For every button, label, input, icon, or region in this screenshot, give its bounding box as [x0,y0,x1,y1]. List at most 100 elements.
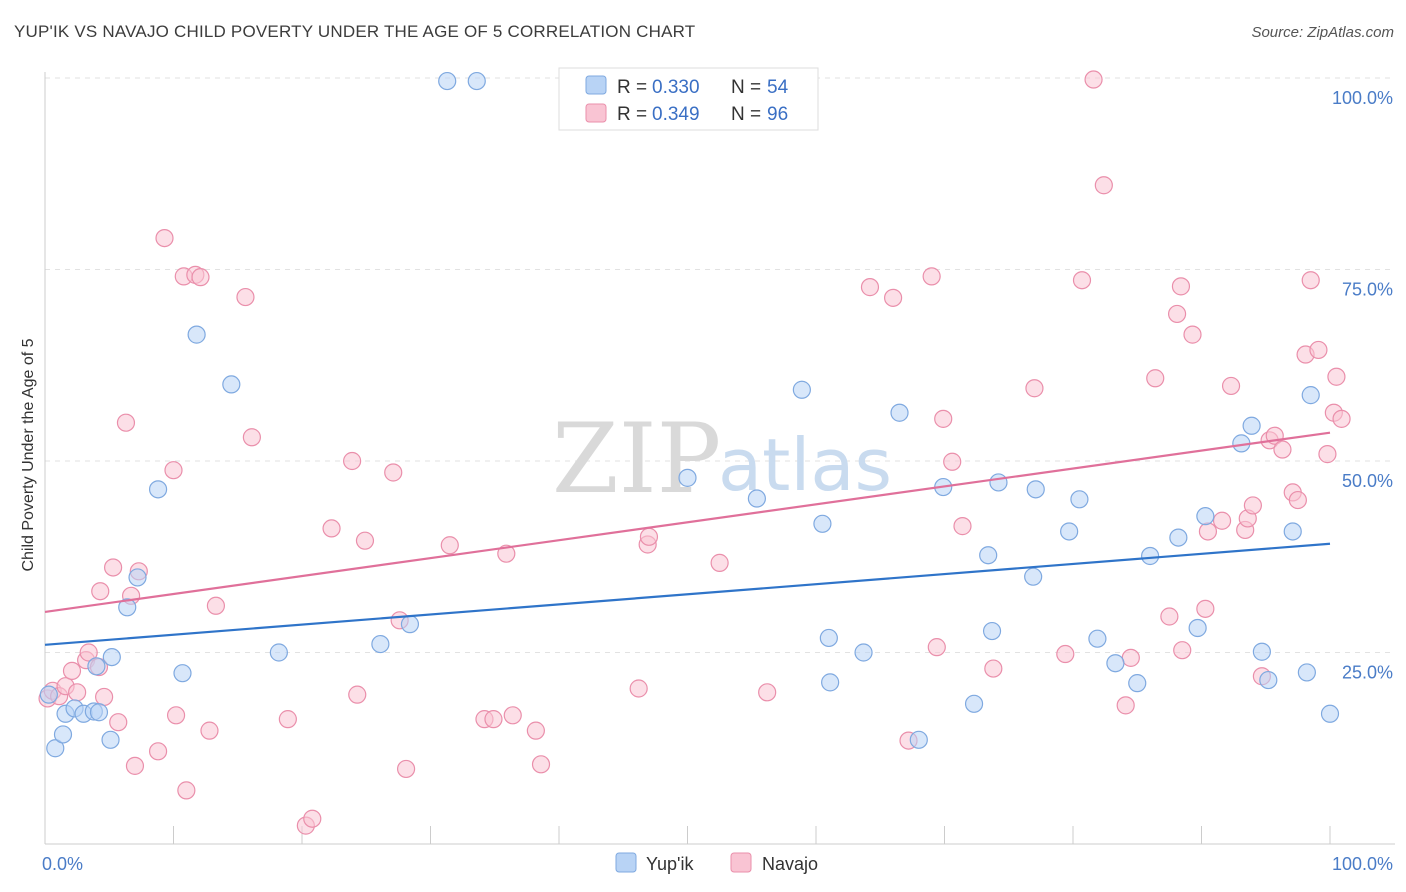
x-tick-label-min: 0.0% [42,854,83,874]
bottom-legend-navajo: Navajo [762,854,818,874]
yupik-point [1259,670,1278,690]
legend-r-label-navajo: R = [617,104,647,125]
yupik-point [678,468,697,487]
navajo-point [95,687,114,707]
yupik-point [1060,522,1079,541]
navajo-point [278,710,297,729]
navajo-point [191,268,210,287]
navajo-point [710,553,729,572]
navajo-point [1173,641,1192,660]
navajo-point [348,685,367,704]
navajo-point [396,759,416,779]
yupik-point [979,546,998,565]
yupik-point [1320,704,1340,723]
yupik-point [101,730,120,749]
yupik-point [1106,654,1125,673]
legend-r-value-yupik: 0.330 [652,77,700,98]
navajo-point [758,683,777,702]
navajo-point [1318,445,1337,464]
yupik-point [1140,546,1160,566]
navajo-point [109,713,128,732]
yupik-point [148,480,168,499]
yupik-point [792,380,811,399]
navajo-point [384,463,403,482]
yupik-point [128,568,147,587]
yupik-point [819,628,838,648]
navajo-point [1301,271,1320,290]
navajo-point [1288,490,1307,510]
yupik-point [1252,642,1271,661]
axes [44,72,1395,845]
navajo-point [91,582,110,601]
legend-swatch-yupik [585,75,607,95]
navajo-point [860,278,880,297]
navajo-point [104,558,123,577]
legend-n-label-navajo: N = [731,104,761,125]
navajo-point [1056,644,1075,664]
navajo-point [62,661,82,680]
yupik-point [1128,674,1147,693]
yupik-point [1297,663,1316,682]
legend-n-label-yupik: N = [731,77,761,98]
yupik-point [989,473,1008,492]
navajo-point [1221,376,1241,396]
watermark-atlas: atlas [718,423,892,507]
correlation-legend: R = 0.330 N = 54 R = 0.349 N = 96 [558,67,819,131]
navajo-point [1243,496,1263,515]
navajo-point [79,643,98,662]
chart-title: YUP'IK VS NAVAJO CHILD POVERTY UNDER THE… [14,22,696,41]
navajo-point [927,638,946,657]
navajo-point [984,659,1003,678]
navajo-point [1212,511,1232,530]
navajo-point [497,544,516,563]
navajo-point [200,721,219,740]
navajo-point [531,755,551,774]
legend-n-value-navajo: 96 [767,104,788,125]
yupik-point [1196,507,1215,526]
yupik-point [1026,480,1045,499]
navajo-point [242,428,261,447]
yupik-point [821,673,840,692]
yupik-point [909,730,928,749]
navajo-point [1309,340,1328,360]
yupik-point [1301,386,1320,405]
navajo-point [883,288,903,307]
yupik-point [964,694,984,713]
x-tick-label-max: 100.0% [1332,854,1393,874]
watermark: ZIP atlas [552,403,892,515]
yupik-point [1188,618,1207,638]
yupik-point [1070,490,1089,509]
navajo-point [116,413,136,432]
navajo-point [166,706,186,725]
yupik-point [222,375,241,394]
navajo-point [68,683,87,702]
legend-n-value-yupik: 54 [767,77,789,98]
navajo-point [1116,696,1135,715]
navajo-point [1146,369,1165,388]
yupik-point [102,647,121,667]
series-legend: Yup'ik Navajo [615,852,818,874]
navajo-point [1121,648,1140,667]
yupik-point [747,489,766,508]
navajo-point [343,451,362,471]
navajo-point [1327,367,1346,386]
trend-lines [44,431,1331,646]
navajo-point [484,710,503,729]
yupik-point [118,598,137,617]
navajo-point [1198,522,1218,541]
legend-swatch-navajo [585,103,607,123]
yupik-point [438,71,457,91]
navajo-point [922,267,941,286]
navajo-point [639,527,659,546]
yupik-point [89,703,109,722]
navajo-point [355,531,375,550]
yupik-point [1242,416,1261,435]
navajo-point [440,536,459,555]
navajo-point [125,756,145,775]
navajo-point [177,781,196,800]
yupik-point [813,514,832,533]
yupik-point [269,643,288,662]
navajo-point [236,287,255,307]
navajo-point [1167,304,1187,324]
navajo-point [164,461,183,480]
